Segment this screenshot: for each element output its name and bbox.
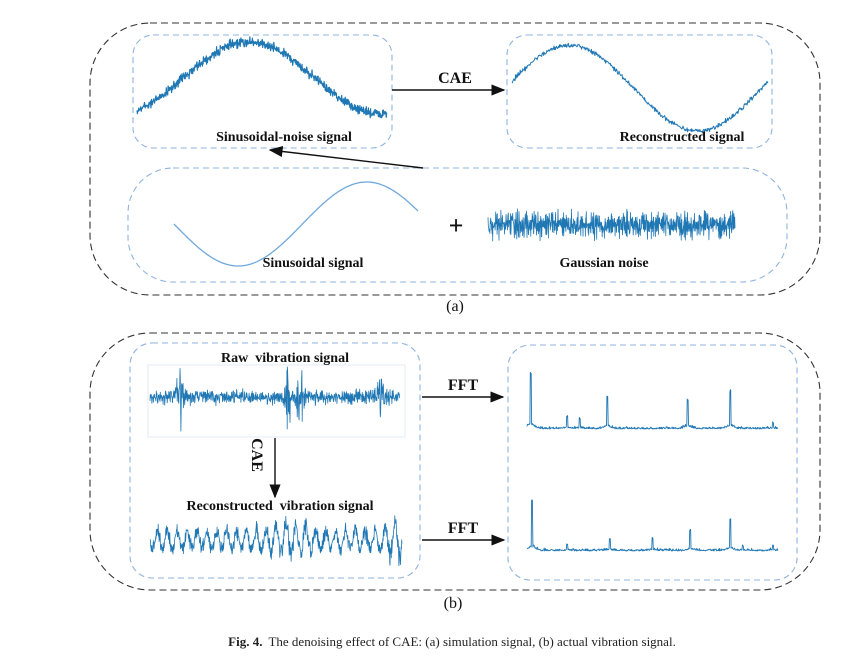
time-domain-box <box>129 342 421 579</box>
frequency-domain-box <box>507 344 798 581</box>
panel-b: Raw vibration signal Reconstructed vibra… <box>89 332 821 612</box>
noisy-sinusoid-trace <box>136 36 388 119</box>
reconstructed-sinusoid-trace <box>511 42 769 134</box>
panel-a-border <box>89 22 821 296</box>
panel-a-sublabel: (a) <box>446 298 464 315</box>
fft-label-bottom: FFT <box>448 520 479 537</box>
fft-label-top: FFT <box>448 377 479 394</box>
raw-vibration-trace <box>149 366 401 432</box>
gaussian-noise-trace <box>487 208 736 242</box>
reconstructed-vibration-trace <box>149 515 403 567</box>
caption-text: The denoising effect of CAE: (a) simulat… <box>268 634 675 649</box>
panel-a: CAE Sinusoidal-noise signal Reconstructe… <box>89 22 821 315</box>
sinusoidal-signal-label: Sinusoidal signal <box>263 256 364 271</box>
reconstructed-signal-label: Reconstructed signal <box>620 130 745 145</box>
plus-sign: + <box>449 211 464 240</box>
clean-sinusoid-trace <box>173 181 419 267</box>
noisy-signal-box <box>132 34 393 149</box>
panel-b-border <box>89 332 821 591</box>
raw-spectrum-trace <box>526 371 779 430</box>
cae-vertical-label: CAE <box>248 438 265 472</box>
combine-arrow <box>268 145 424 169</box>
gaussian-noise-label: Gaussian noise <box>559 256 648 271</box>
components-box <box>127 167 788 283</box>
reconstructed-vibration-label: Reconstructed vibration signal <box>186 499 373 514</box>
reconstructed-signal-box <box>506 34 773 149</box>
raw-vibration-label: Raw vibration signal <box>221 351 349 366</box>
figure-caption: Fig. 4. The denoising effect of CAE: (a) … <box>228 634 676 649</box>
reconstructed-spectrum-trace <box>526 499 779 552</box>
cae-label: CAE <box>438 70 472 87</box>
caption-prefix: Fig. 4. <box>228 634 262 649</box>
panel-b-sublabel: (b) <box>444 595 463 612</box>
noisy-signal-label: Sinusoidal-noise signal <box>216 130 352 145</box>
